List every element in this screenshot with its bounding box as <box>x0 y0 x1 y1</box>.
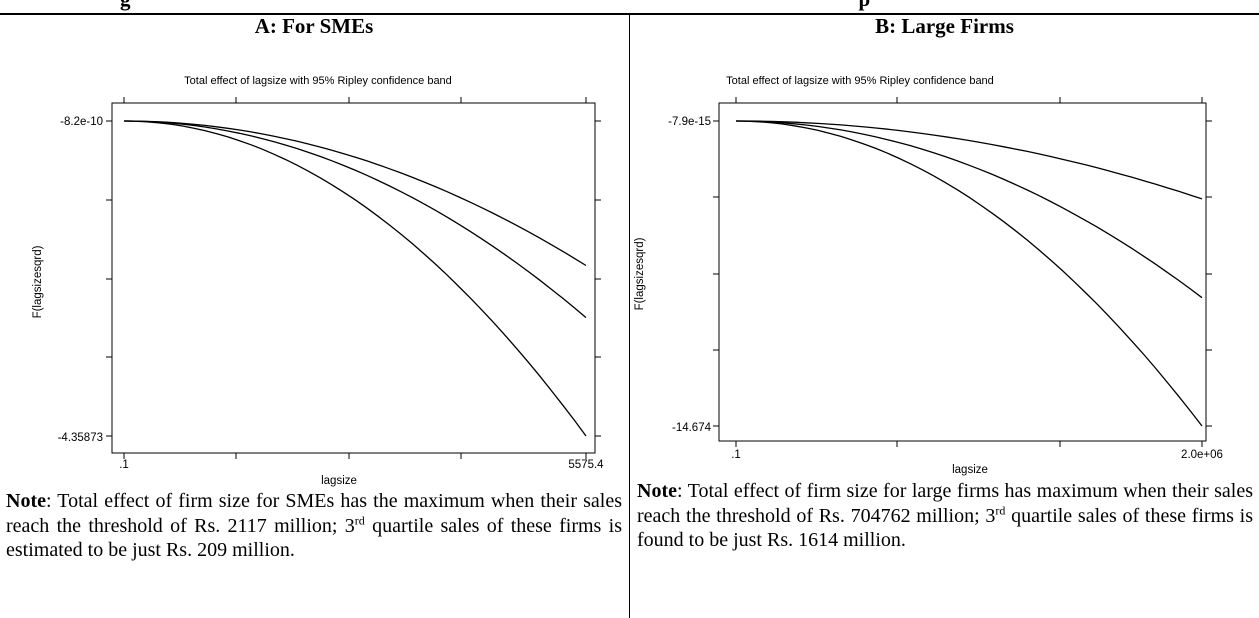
panel-b-plot-title: Total effect of lagsize with 95% Ripley … <box>726 75 994 87</box>
panel-b-xtick-left: .1 <box>731 449 741 461</box>
panel-b-xtick-right: 2.0e+06 <box>1181 449 1223 461</box>
panel-b-series-line-1 <box>735 120 1203 299</box>
panel-b-ylabel: F(lagsizesqrd) <box>634 237 646 310</box>
panel-a-note-lead: Note <box>6 490 46 512</box>
page-title-fragment-right: p <box>859 0 871 11</box>
panel-a-note-text-end: quartile sales of these firms is estimat… <box>6 514 622 562</box>
panel-b-series-line-0 <box>736 120 1203 200</box>
panel-b-note-sup: rd <box>995 502 1006 517</box>
panel-b-heading: B: Large Firms <box>875 14 1014 38</box>
panel-a-xlabel: lagsize <box>321 475 357 487</box>
panel-a-series-line-1 <box>123 120 587 319</box>
panel-b-note: Note: Total effect of firm size for larg… <box>637 479 1253 553</box>
panel-a-note-text: : Total effect of firm size for SMEs has… <box>6 490 622 537</box>
panel-a-plot-title: Total effect of lagsize with 95% Ripley … <box>184 75 452 87</box>
page-title-fragment-left: g <box>120 0 131 11</box>
panel-a-series-line-0 <box>123 120 587 267</box>
panel-b-xlabel: lagsize <box>952 464 988 476</box>
panel-a-xtick-left: .1 <box>119 459 129 471</box>
panel-a-series-line-2 <box>123 120 587 437</box>
panel-a-note-sup: rd <box>354 512 365 527</box>
panel-a-note: Note: Total effect of firm size for SMEs… <box>6 489 622 563</box>
panel-b-note-text: : Total effect of firm size for large fi… <box>637 480 1253 527</box>
panel-b-chart: Total effect of lagsize with 95% Ripley … <box>634 75 1223 476</box>
panel-b-ytick-bottom: -14.674 <box>672 422 712 434</box>
panel-b-plot-frame <box>718 102 1207 442</box>
column-divider <box>629 13 630 618</box>
panel-a-heading: A: For SMEs <box>254 14 374 38</box>
panel-b-note-text-end: quartile sales of these firms is found t… <box>637 504 1254 552</box>
panel-a-chart: Total effect of lagsize with 95% Ripley … <box>32 75 604 487</box>
panel-b-note-lead: Note <box>637 480 677 502</box>
panel-b-ytick-top: -7.9e-15 <box>668 116 711 128</box>
panel-a-ytick-top: -8.2e-10 <box>60 116 103 128</box>
panel-a-ylabel: F(lagsizesqrd) <box>32 245 44 318</box>
panel-a-xtick-right: 5575.4 <box>568 459 604 471</box>
page-title-cut: gp <box>120 0 870 12</box>
panel-a-plot-frame <box>111 102 596 454</box>
panel-a-ytick-bottom: -4.35873 <box>58 432 103 444</box>
panel-b-series-line-2 <box>735 120 1203 427</box>
